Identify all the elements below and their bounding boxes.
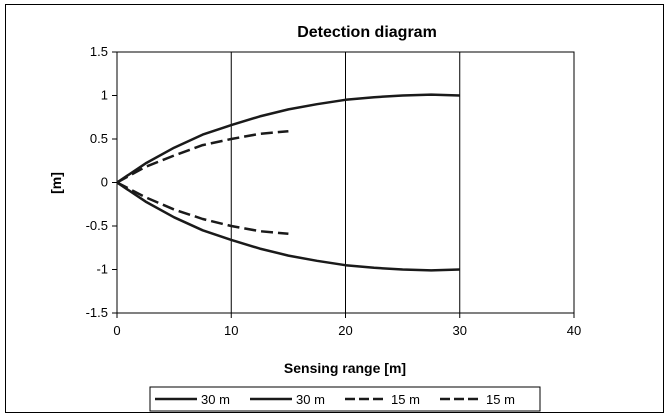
legend-items: 30 m 30 m 15 m 15 m — [155, 392, 515, 407]
legend-label: 30 m — [201, 392, 230, 407]
x-tick-label: 40 — [567, 323, 581, 338]
legend-label: 30 m — [296, 392, 325, 407]
legend-label: 15 m — [391, 392, 420, 407]
x-tick-labels: 0 10 20 30 40 — [113, 313, 581, 338]
y-tick-label: 1.5 — [90, 44, 108, 59]
x-tick-label: 30 — [453, 323, 467, 338]
y-tick-labels: 1.5 1 0.5 0 -0.5 -1 -1.5 — [86, 44, 117, 320]
chart-frame — [5, 4, 664, 413]
series-line-4 — [116, 181, 289, 236]
x-axis-label: Sensing range [m] — [284, 360, 406, 376]
y-tick-label: -1.5 — [86, 305, 108, 320]
series-line-1 — [116, 93, 460, 184]
series-line-2 — [116, 181, 460, 272]
legend-label: 15 m — [486, 392, 515, 407]
y-tick-label: 0.5 — [90, 131, 108, 146]
y-tick-label: -0.5 — [86, 218, 108, 233]
y-axis-label: [m] — [48, 172, 64, 194]
series-line-3 — [116, 129, 289, 184]
x-tick-label: 0 — [113, 323, 120, 338]
x-tick-label: 10 — [224, 323, 238, 338]
y-tick-label: 0 — [101, 175, 108, 190]
series-lines — [116, 93, 460, 272]
x-tick-label: 20 — [338, 323, 352, 338]
chart-title: Detection diagram — [297, 24, 437, 41]
y-tick-label: -1 — [96, 262, 108, 277]
y-tick-label: 1 — [101, 88, 108, 103]
